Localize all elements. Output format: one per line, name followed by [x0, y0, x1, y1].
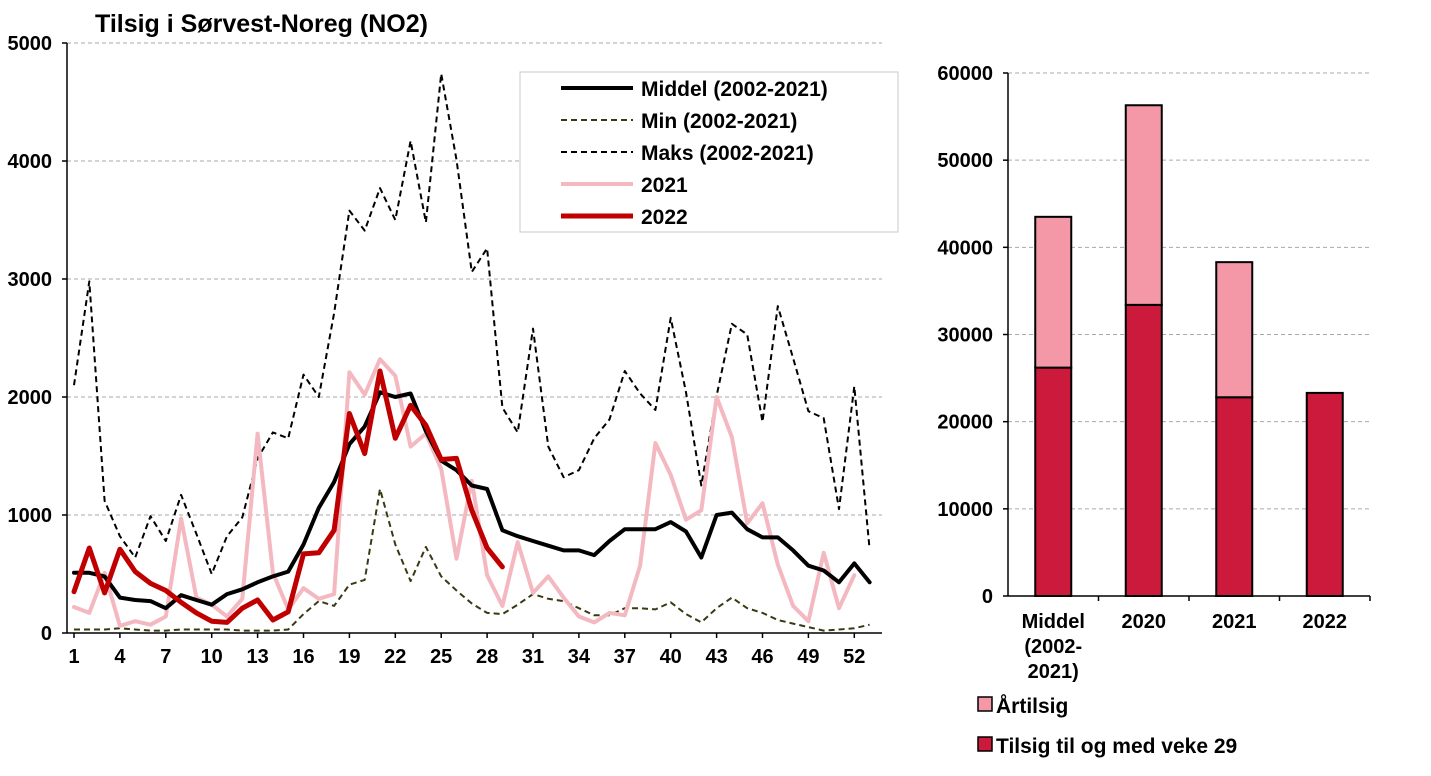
bar-segment-1 [1034, 366, 1073, 597]
x-tick-label: 4 [114, 646, 126, 668]
x-category-label: (2002- [1024, 636, 1082, 658]
series-line-1 [72, 390, 872, 611]
chart-title: Tilsig i Sørvest-Noreg (NO2) [95, 10, 428, 38]
legend-label: 2022 [641, 206, 688, 229]
legend-swatch [977, 736, 993, 752]
y-tick-label: 2000 [8, 387, 53, 409]
y-tick-label: 30000 [937, 325, 993, 347]
x-category-label: 2021) [1028, 661, 1079, 683]
x-category-label: 2022 [1303, 611, 1348, 633]
y-tick-label: 50000 [937, 150, 993, 172]
x-tick-label: 43 [705, 646, 727, 668]
legend-label: Middel (2002-2021) [641, 78, 828, 101]
legend-label: Maks (2002-2021) [641, 142, 814, 165]
x-tick-label: 28 [476, 646, 498, 668]
x-tick-label: 31 [522, 646, 544, 668]
legend-label: Min (2002-2021) [641, 110, 797, 133]
x-tick-label: 19 [338, 646, 360, 668]
y-tick-label: 0 [41, 623, 52, 645]
legend-label: Årtilsig [996, 694, 1068, 718]
x-tick-label: 25 [430, 646, 452, 668]
series-line-3 [73, 72, 871, 575]
x-category-label: Middel [1022, 611, 1085, 633]
series-line-5 [71, 368, 505, 625]
x-tick-label: 16 [292, 646, 314, 668]
y-tick-label: 5000 [8, 33, 53, 55]
y-tick-label: 4000 [8, 151, 53, 173]
y-tick-label: 40000 [937, 237, 993, 259]
bar-segment-1 [1124, 303, 1163, 597]
y-tick-label: 20000 [937, 412, 993, 434]
bar-chart-legend: Årtilsig Tilsig til og med veke 29 [977, 694, 1237, 758]
y-tick-label: 60000 [937, 63, 993, 85]
legend-label: 2021 [641, 174, 688, 197]
line-chart: Tilsig i Sørvest-Noreg (NO2) 0 1000 2000 30… [8, 10, 899, 668]
x-tick-label: 52 [843, 646, 865, 668]
x-tick-label: 10 [201, 646, 223, 668]
x-tick-label: 1 [68, 646, 79, 668]
bar-segment-2 [1215, 261, 1254, 399]
x-category-label: 2021 [1212, 611, 1257, 633]
x-tick-label: 22 [384, 646, 406, 668]
legend-swatch [977, 696, 993, 712]
series-line-2 [74, 488, 870, 632]
bar-chart: 0 10000 20000 30000 40000 50000 60000 Middel (20… [937, 63, 1371, 758]
x-tick-label: 34 [568, 646, 591, 668]
x-tick-label: 49 [797, 646, 819, 668]
bar-segment-2 [1034, 215, 1073, 369]
y-tick-label: 10000 [937, 499, 993, 521]
bar-segment-1 [1305, 391, 1344, 597]
y-tick-label: 1000 [8, 505, 53, 527]
bar-segment-2 [1124, 104, 1163, 306]
line-chart-legend: Middel (2002-2021) Min (2002-2021) Maks (2… [519, 71, 899, 233]
y-tick-label: 0 [982, 586, 993, 608]
bar-segment-1 [1215, 396, 1254, 598]
x-tick-label: 13 [246, 646, 268, 668]
x-tick-label: 7 [160, 646, 171, 668]
x-tick-label: 37 [614, 646, 636, 668]
x-tick-label: 46 [751, 646, 773, 668]
x-tick-label: 40 [660, 646, 682, 668]
x-category-label: 2020 [1122, 611, 1167, 633]
legend-label: Tilsig til og med veke 29 [996, 735, 1237, 758]
y-tick-label: 3000 [8, 269, 53, 291]
